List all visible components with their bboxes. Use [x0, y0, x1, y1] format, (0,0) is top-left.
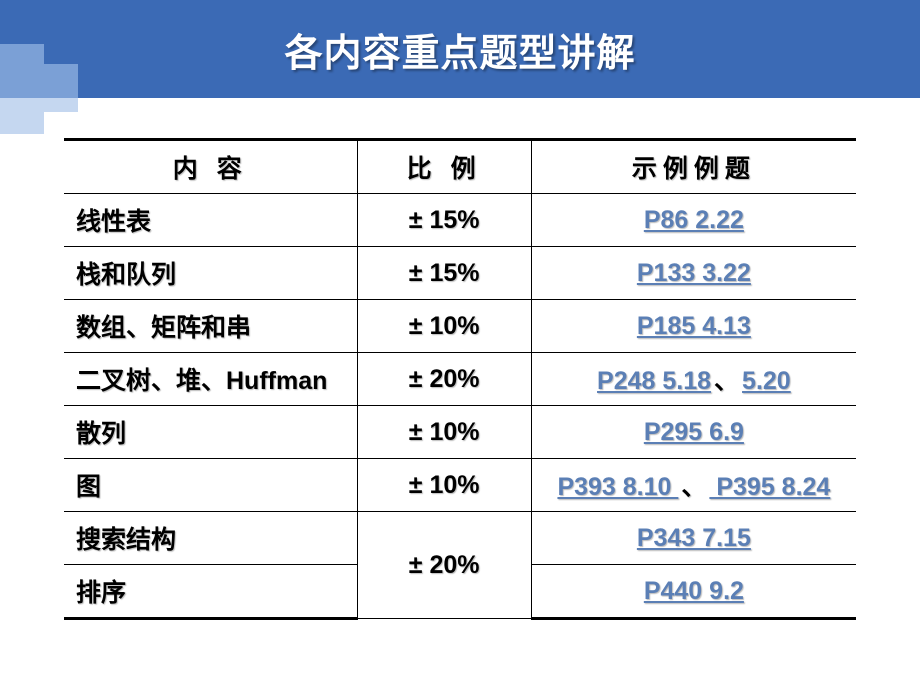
cell-content: 图	[64, 459, 357, 512]
col-header-example: 示例例题	[531, 140, 856, 194]
col-header-content: 内 容	[64, 140, 357, 194]
cell-example: P343 7.15	[531, 512, 856, 565]
table-header-row: 内 容 比 例 示例例题	[64, 140, 856, 194]
cell-content: 排序	[64, 565, 357, 619]
table-row: 图± 10%P393 8.10 、 P395 8.24	[64, 459, 856, 512]
corner-decoration	[0, 98, 44, 134]
example-link[interactable]: P86 2.22	[644, 206, 744, 234]
cell-ratio: ± 15%	[357, 247, 531, 300]
table-row: 搜索结构± 20%P343 7.15	[64, 512, 856, 565]
table-row: 栈和队列± 15% P133 3.22	[64, 247, 856, 300]
cell-ratio: ± 20%	[357, 353, 531, 406]
content-table: 内 容 比 例 示例例题 线性表± 15% P86 2.22栈和队列± 15%P…	[64, 138, 856, 620]
cell-ratio: ± 15%	[357, 194, 531, 247]
table-row: 线性表± 15% P86 2.22	[64, 194, 856, 247]
cell-content: 线性表	[64, 194, 357, 247]
example-link[interactable]: P185 4.13	[637, 312, 751, 340]
cell-content: 数组、矩阵和串	[64, 300, 357, 353]
table-body: 线性表± 15% P86 2.22栈和队列± 15%P133 3.22数组、矩阵…	[64, 194, 856, 619]
example-link[interactable]: P393 8.10	[557, 473, 678, 501]
cell-content: 散列	[64, 406, 357, 459]
separator: 、	[678, 473, 709, 501]
table-row: 二叉树、堆、Huffman± 20%P248 5.18、5.20	[64, 353, 856, 406]
example-link[interactable]: 5.20	[742, 367, 791, 395]
cell-ratio: ± 10%	[357, 300, 531, 353]
title-bar: 各内容重点题型讲解	[0, 0, 920, 98]
table-row: 数组、矩阵和串± 10% P185 4.13	[64, 300, 856, 353]
cell-example: P295 6.9	[531, 406, 856, 459]
cell-example: P248 5.18、5.20	[531, 353, 856, 406]
page-title: 各内容重点题型讲解	[284, 22, 635, 77]
example-link[interactable]: P440 9.2	[644, 577, 744, 605]
cell-ratio: ± 10%	[357, 459, 531, 512]
cell-example: P133 3.22	[531, 247, 856, 300]
cell-content: 二叉树、堆、Huffman	[64, 353, 357, 406]
cell-content: 搜索结构	[64, 512, 357, 565]
example-link[interactable]: P248 5.18	[597, 367, 711, 395]
cell-content: 栈和队列	[64, 247, 357, 300]
corner-decoration	[0, 44, 44, 98]
separator: 、	[711, 367, 742, 395]
example-link[interactable]: P133 3.22	[637, 259, 751, 287]
cell-example: P86 2.22	[531, 194, 856, 247]
col-header-ratio: 比 例	[357, 140, 531, 194]
cell-example: P185 4.13	[531, 300, 856, 353]
table-row: 散列± 10% P295 6.9	[64, 406, 856, 459]
corner-decoration	[44, 64, 78, 98]
example-link[interactable]: P295 6.9	[644, 418, 744, 446]
corner-decoration	[44, 98, 78, 112]
content-table-wrap: 内 容 比 例 示例例题 线性表± 15% P86 2.22栈和队列± 15%P…	[0, 98, 920, 620]
cell-example: P393 8.10 、 P395 8.24	[531, 459, 856, 512]
example-link[interactable]: P343 7.15	[637, 524, 751, 552]
cell-ratio: ± 20%	[357, 512, 531, 619]
cell-ratio: ± 10%	[357, 406, 531, 459]
cell-example: P440 9.2	[531, 565, 856, 619]
example-link[interactable]: P395 8.24	[709, 473, 830, 501]
